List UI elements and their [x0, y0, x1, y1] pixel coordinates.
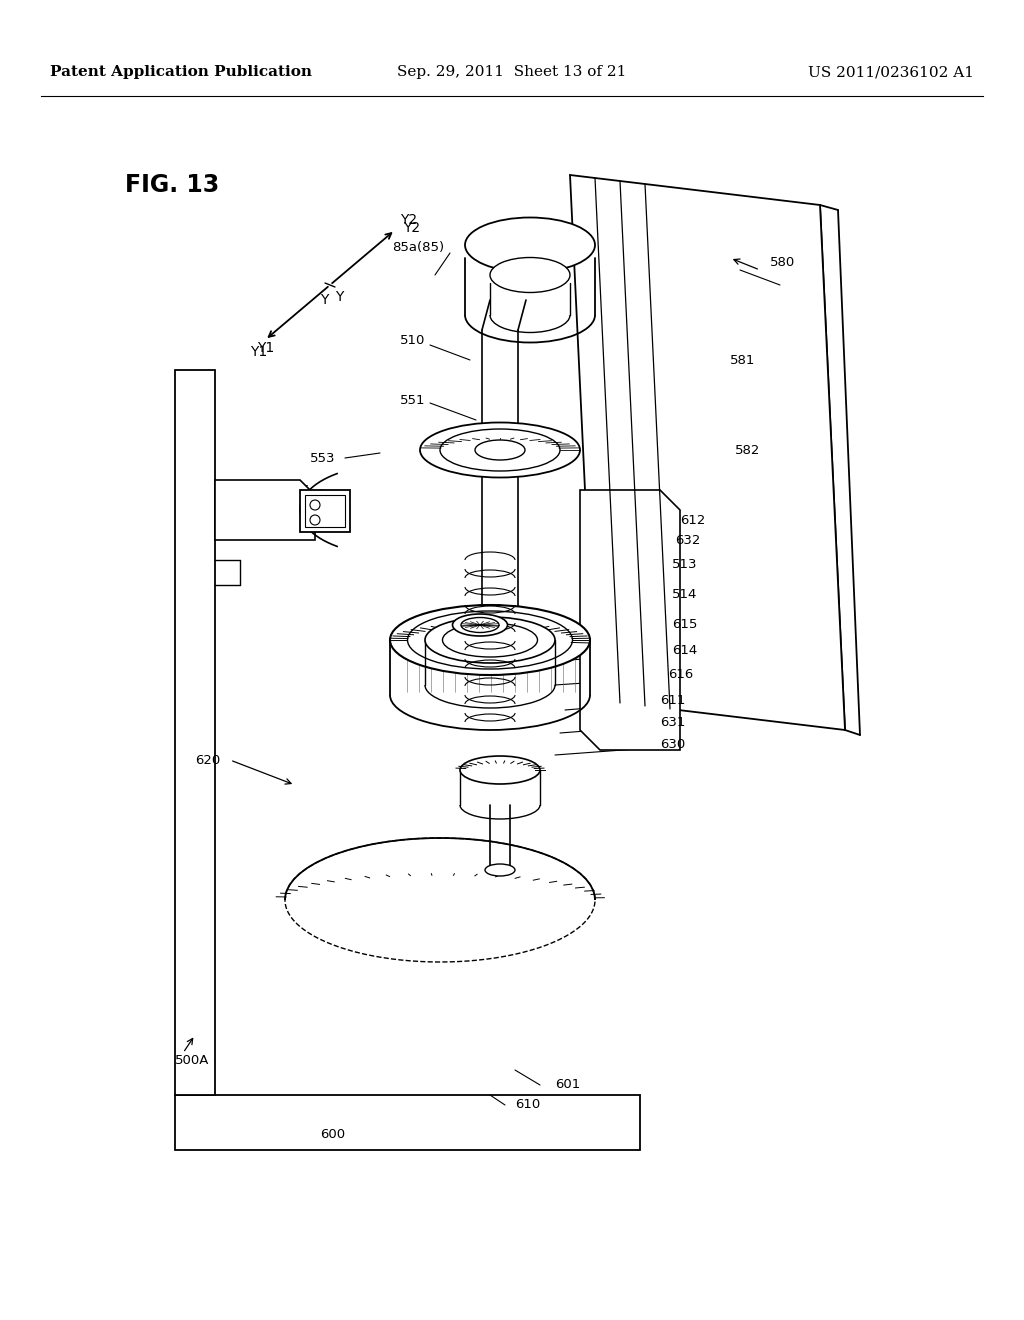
- Polygon shape: [215, 480, 315, 540]
- Text: 631: 631: [660, 717, 685, 730]
- Ellipse shape: [453, 614, 508, 636]
- Text: 582: 582: [735, 444, 761, 457]
- Polygon shape: [175, 370, 215, 1096]
- Text: 581: 581: [730, 354, 756, 367]
- Text: Y: Y: [335, 290, 343, 304]
- Text: 611: 611: [660, 693, 685, 706]
- Ellipse shape: [460, 756, 540, 784]
- Text: 551: 551: [400, 393, 426, 407]
- Text: Y2: Y2: [400, 213, 417, 227]
- Bar: [300, 490, 350, 532]
- Ellipse shape: [461, 618, 499, 632]
- Text: Sep. 29, 2011  Sheet 13 of 21: Sep. 29, 2011 Sheet 13 of 21: [397, 65, 627, 79]
- Text: Y: Y: [319, 293, 329, 308]
- Ellipse shape: [485, 865, 515, 876]
- Text: US 2011/0236102 A1: US 2011/0236102 A1: [808, 65, 974, 79]
- Text: 600: 600: [319, 1129, 345, 1142]
- Text: 615: 615: [672, 619, 697, 631]
- Text: 616: 616: [668, 668, 693, 681]
- Text: 601: 601: [555, 1078, 581, 1092]
- Circle shape: [310, 500, 319, 510]
- Text: 500A: 500A: [175, 1053, 209, 1067]
- Bar: [305, 495, 345, 527]
- Text: Y2: Y2: [403, 220, 420, 235]
- Text: 630: 630: [660, 738, 685, 751]
- Text: Y1: Y1: [250, 345, 267, 359]
- Ellipse shape: [475, 440, 525, 459]
- Text: 515: 515: [232, 527, 257, 540]
- Text: 516: 516: [285, 483, 310, 496]
- Text: Y1: Y1: [257, 341, 274, 355]
- Text: 614: 614: [672, 644, 697, 656]
- Ellipse shape: [420, 422, 580, 478]
- Text: 513: 513: [672, 558, 697, 572]
- Text: 510: 510: [400, 334, 425, 346]
- Text: 514: 514: [672, 589, 697, 602]
- Text: FIG. 13: FIG. 13: [125, 173, 219, 197]
- Text: 580: 580: [770, 256, 796, 268]
- Polygon shape: [570, 176, 845, 730]
- Ellipse shape: [390, 605, 590, 675]
- Text: 612: 612: [680, 513, 706, 527]
- Text: 632: 632: [675, 533, 700, 546]
- Ellipse shape: [490, 257, 570, 293]
- Text: 620: 620: [195, 754, 220, 767]
- Ellipse shape: [408, 611, 572, 669]
- Text: Patent Application Publication: Patent Application Publication: [50, 65, 312, 79]
- Polygon shape: [580, 490, 680, 750]
- Text: 553: 553: [310, 451, 336, 465]
- Ellipse shape: [442, 623, 538, 657]
- Ellipse shape: [425, 616, 555, 663]
- Circle shape: [310, 515, 319, 525]
- Text: 610: 610: [515, 1098, 541, 1111]
- Ellipse shape: [465, 218, 595, 272]
- Ellipse shape: [440, 429, 560, 471]
- Text: 85a(85): 85a(85): [392, 242, 444, 255]
- Polygon shape: [175, 1096, 640, 1150]
